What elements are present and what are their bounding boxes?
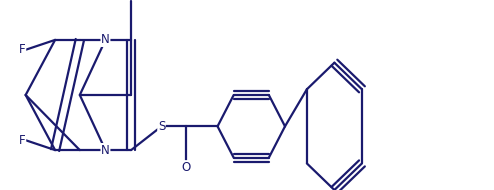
- Text: N: N: [101, 144, 110, 157]
- Text: N: N: [101, 33, 110, 46]
- Text: S: S: [158, 120, 165, 133]
- Text: F: F: [19, 43, 26, 56]
- Text: F: F: [19, 134, 26, 147]
- Text: O: O: [182, 161, 191, 174]
